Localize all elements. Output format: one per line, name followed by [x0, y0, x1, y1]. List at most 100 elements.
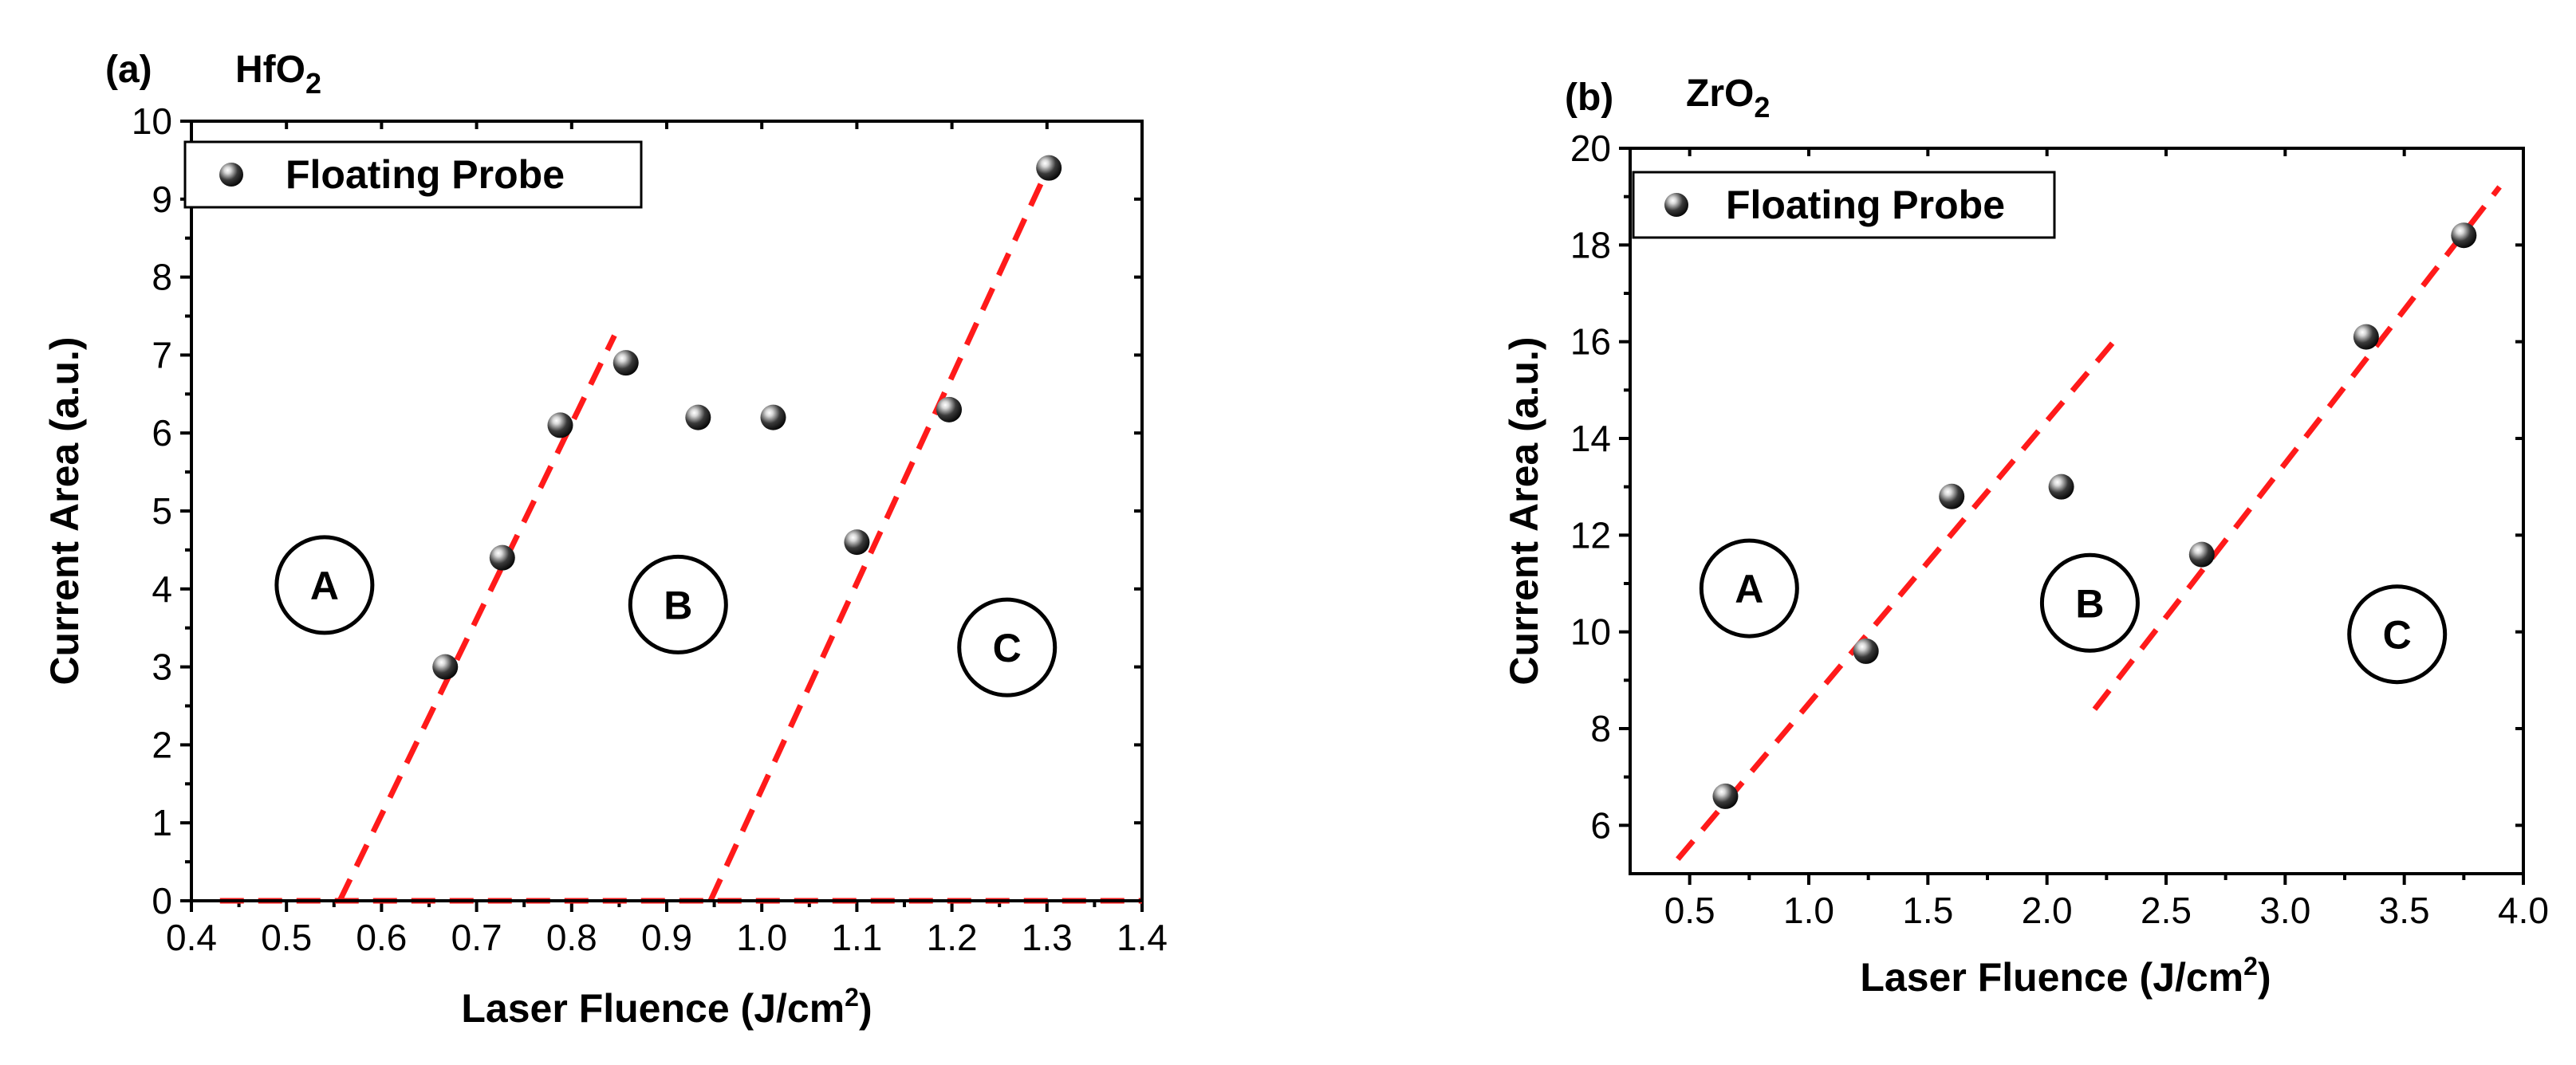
panel-b-data-point [2353, 324, 2379, 350]
panel-b-y-tick-label: 16 [1570, 321, 1611, 363]
panel-b-region-c: C [2347, 584, 2448, 685]
panel-a-data-point [760, 404, 786, 430]
panel-b-regions: A B C [1699, 538, 2448, 685]
panel-a-data-point [612, 350, 639, 376]
panel-b-data-point [2188, 541, 2215, 568]
panel-a-y-tick-label: 0 [152, 880, 172, 922]
panel-a-x-tick-label: 0.9 [641, 917, 692, 958]
panel-b-x-tick-label: 1.5 [1902, 890, 1953, 931]
panel-b-data-point [1853, 638, 1879, 664]
panel-a-region-ellipse [957, 597, 1058, 698]
panel-b-legend: Floating Probe [1632, 171, 2056, 239]
panel-a-region-b: B [628, 554, 728, 654]
panel-b-x-axis-title: Laser Fluence (J/cm2) [1860, 952, 2271, 1000]
panel-b-y-tick-label: 6 [1590, 804, 1611, 846]
panel-a-x-tick-label: 0.6 [356, 917, 407, 958]
panel-b-legend-box [1632, 171, 2056, 239]
panel-b-data-points [1712, 222, 2477, 809]
panel-a-data-point [489, 544, 515, 571]
panel-a-y-tick-label: 6 [152, 412, 172, 454]
panel-a-data-points [432, 155, 1062, 680]
panel-a-data-point [844, 529, 870, 556]
panel-a: (a) HfO2 0.4 0.5 0.6 0.7 0.8 0.9 1.0 1.1 1.2 1.3 1… [42, 49, 1168, 1031]
panel-a-x-tick-label: 0.7 [451, 917, 502, 958]
panel-a-data-point [685, 404, 711, 430]
panel-a-fit-lines [219, 159, 1142, 904]
panel-a-fit-line [337, 334, 617, 902]
panel-a-data-point [1036, 155, 1062, 181]
panel-b: (b) ZrO2 0.5 1.0 1.5 2.0 2.5 3.0 3.5 4.0 6 8 10 12 1… [1502, 73, 2549, 1000]
panel-a-legend-marker [219, 163, 243, 187]
panel-b-fit-lines [1676, 185, 2502, 862]
panel-a-x-tick-label: 1.3 [1022, 917, 1073, 958]
panel-b-data-point [1712, 783, 1739, 809]
panel-b-data-point [1939, 483, 1965, 509]
panel-a-y-tick-label: 2 [152, 724, 172, 765]
panel-a-fit-line [707, 159, 1054, 902]
panel-b-x-tick-label: 2.5 [2141, 890, 2192, 931]
panel-a-data-point [547, 412, 573, 438]
panel-a-regions: A B C [274, 535, 1058, 698]
panel-b-x-tick-label: 3.5 [2379, 890, 2430, 931]
panel-a-y-tick-label: 8 [152, 257, 172, 298]
panel-b-legend-marker [1664, 193, 1688, 217]
panel-a-y-tick-label: 7 [152, 334, 172, 375]
panel-a-label: (a) [105, 49, 152, 91]
panel-b-plot-frame [1629, 147, 2525, 875]
panel-a-data-point [432, 654, 459, 680]
panel-b-y-tick-label: 12 [1570, 514, 1611, 556]
panel-b-region-a: A [1699, 538, 1799, 639]
panel-b-data-point [2451, 222, 2477, 249]
panel-b-region-label: C [2383, 613, 2412, 658]
panel-a-legend: Floating Probe [183, 140, 643, 209]
panel-b-region-ellipse [2347, 584, 2448, 685]
panel-a-y-tick-label: 3 [152, 646, 172, 688]
panel-a-region-a: A [274, 535, 375, 635]
panel-b-y-tick-label: 18 [1570, 224, 1611, 265]
panel-a-x-tick-label: 0.4 [166, 917, 217, 958]
panel-b-y-axis-title: Current Area (a.u.) [1502, 336, 1546, 685]
panel-b-material-title: ZrO2 [1686, 73, 1770, 124]
panel-b-data-point [2048, 474, 2074, 500]
panel-b-y-tick-label: 10 [1570, 611, 1611, 653]
panel-a-legend-box [183, 140, 643, 209]
panel-b-y-tick-label: 14 [1570, 418, 1611, 459]
panel-b-y-tick-label: 20 [1570, 128, 1611, 169]
panel-a-x-tick-label: 1.2 [927, 917, 978, 958]
panel-b-region-label: B [2075, 581, 2104, 626]
panel-a-x-tick-label: 1.1 [831, 917, 882, 958]
panel-b-fit-line [2092, 185, 2502, 711]
panel-a-y-tick-label: 1 [152, 802, 172, 843]
panel-b-ticks: 0.5 1.0 1.5 2.0 2.5 3.0 3.5 4.0 6 8 10 12 14 16 18 20 [1570, 128, 2549, 931]
panel-a-x-tick-label: 0.5 [261, 917, 312, 958]
panel-b-region-ellipse [2039, 552, 2140, 653]
panel-a-y-tick-label: 9 [152, 179, 172, 220]
panel-a-legend-label: Floating Probe [286, 152, 565, 197]
panel-a-x-tick-label: 1.0 [736, 917, 787, 958]
panel-b-x-tick-label: 2.0 [2022, 890, 2073, 931]
panel-a-x-tick-label: 1.4 [1117, 917, 1168, 958]
panel-b-x-tick-label: 4.0 [2498, 890, 2549, 931]
panel-a-x-tick-label: 0.8 [546, 917, 597, 958]
panel-a-y-tick-label: 5 [152, 490, 172, 532]
panel-b-region-ellipse [1699, 538, 1799, 639]
panel-a-region-ellipse [274, 535, 375, 635]
panel-b-legend-label: Floating Probe [1726, 183, 2005, 227]
panel-a-data-point [936, 396, 963, 422]
panel-a-region-c: C [957, 597, 1058, 698]
panel-b-region-label: A [1735, 567, 1763, 611]
panel-a-region-label: A [310, 564, 339, 608]
panel-a-y-tick-label: 10 [132, 100, 172, 142]
panel-b-x-tick-label: 3.0 [2259, 890, 2310, 931]
panel-a-x-axis-title: Laser Fluence (J/cm2) [461, 983, 872, 1031]
panel-a-region-label: B [664, 583, 692, 627]
panel-b-region-b: B [2039, 552, 2140, 653]
panel-a-region-label: C [993, 626, 1022, 670]
panel-b-label: (b) [1565, 77, 1613, 119]
panel-a-plot-frame [190, 120, 1144, 902]
panel-a-y-tick-label: 4 [152, 568, 172, 610]
panel-a-y-axis-title: Current Area (a.u.) [42, 336, 87, 685]
panel-b-x-tick-label: 0.5 [1664, 890, 1715, 931]
panel-b-x-tick-label: 1.0 [1783, 890, 1834, 931]
